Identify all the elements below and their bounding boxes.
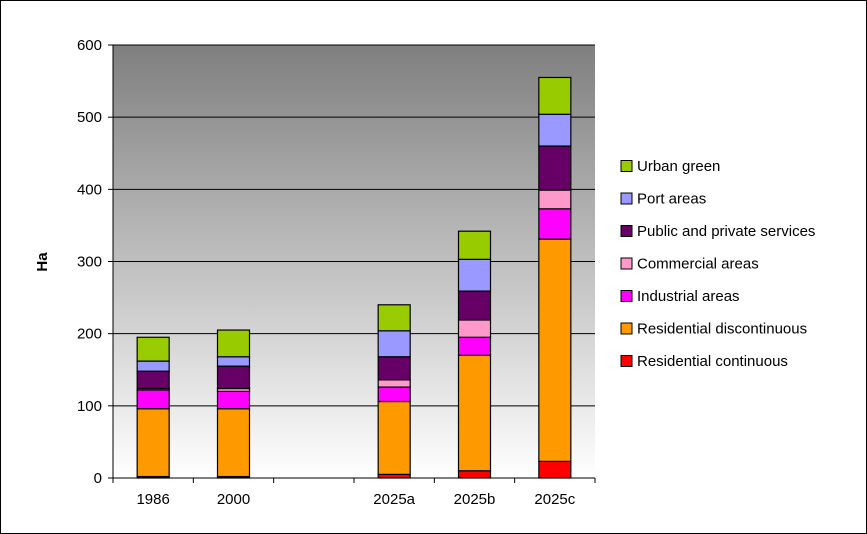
x-tick-label: 2025c: [534, 491, 575, 508]
legend: Urban green Port areas Public and private …: [620, 158, 815, 370]
bar-segment: [377, 386, 411, 403]
bar-segment: [457, 319, 492, 338]
y-tick-label: 500: [77, 109, 102, 126]
bar-segment: [136, 389, 170, 410]
bar-segment: [457, 258, 492, 292]
bar-segment: [377, 330, 411, 358]
bar-segment: [216, 365, 251, 390]
bar-segment: [538, 238, 572, 463]
legend-label: Residential discontinuous: [637, 321, 807, 338]
bar-segment: [538, 208, 572, 240]
y-tick-label: 0: [94, 470, 102, 487]
y-tick-label: 400: [77, 181, 102, 198]
x-tick-label: 2025b: [454, 491, 496, 508]
bar-segment: [136, 360, 170, 372]
bar-segment: [377, 400, 411, 475]
bar-segment: [377, 356, 411, 381]
y-axis-label: Ha: [34, 252, 51, 272]
y-tick-label: 300: [77, 254, 102, 271]
bar-segment: [457, 354, 492, 472]
bar-segment: [136, 336, 170, 362]
x-tick-label: 2000: [217, 491, 250, 508]
legend-label: Residential continuous: [637, 353, 788, 370]
bar-segment: [216, 356, 251, 367]
bar-segment: [136, 408, 170, 478]
bar-segment: [216, 390, 251, 410]
y-tick-label: 100: [77, 398, 102, 415]
bar-segment: [457, 230, 492, 260]
x-tick-label: 2025a: [373, 491, 415, 508]
legend-label: Commercial areas: [637, 256, 759, 273]
bar-segment: [377, 379, 411, 388]
legend-swatch: [620, 192, 633, 205]
bar-segment: [136, 370, 170, 390]
bar-segment: [216, 329, 251, 358]
x-tick-label: 1986: [136, 491, 169, 508]
gridlines: [113, 44, 595, 407]
legend-swatch: [620, 257, 633, 270]
bar-segment: [538, 460, 572, 479]
legend-swatch: [620, 160, 633, 172]
bar-segment: [216, 408, 251, 478]
bar-segment: [457, 336, 492, 356]
bar-segment: [457, 290, 492, 321]
y-tick-label: 600: [77, 37, 102, 54]
legend-label: Port areas: [637, 191, 706, 208]
bar-segment: [538, 76, 572, 115]
x-ticks: 1986 2000 2025a 2025b 2025c: [112, 478, 596, 508]
legend-label: Public and private services: [637, 223, 815, 240]
y-tick-label: 200: [77, 326, 102, 343]
bar-segment: [538, 113, 572, 147]
bar-segment: [538, 145, 572, 191]
bar-segment: [377, 304, 411, 332]
bars: [136, 76, 572, 479]
legend-swatch: [620, 290, 633, 302]
legend-swatch: [620, 225, 633, 237]
y-ticks: 0 100 200 300 400 500 600: [77, 37, 113, 487]
legend-label: Urban green: [637, 158, 720, 175]
bar-segment: [538, 189, 572, 210]
legend-swatch: [620, 355, 633, 367]
bar-segment: [457, 470, 492, 479]
legend-swatch: [620, 322, 633, 335]
legend-label: Industrial areas: [637, 288, 740, 305]
